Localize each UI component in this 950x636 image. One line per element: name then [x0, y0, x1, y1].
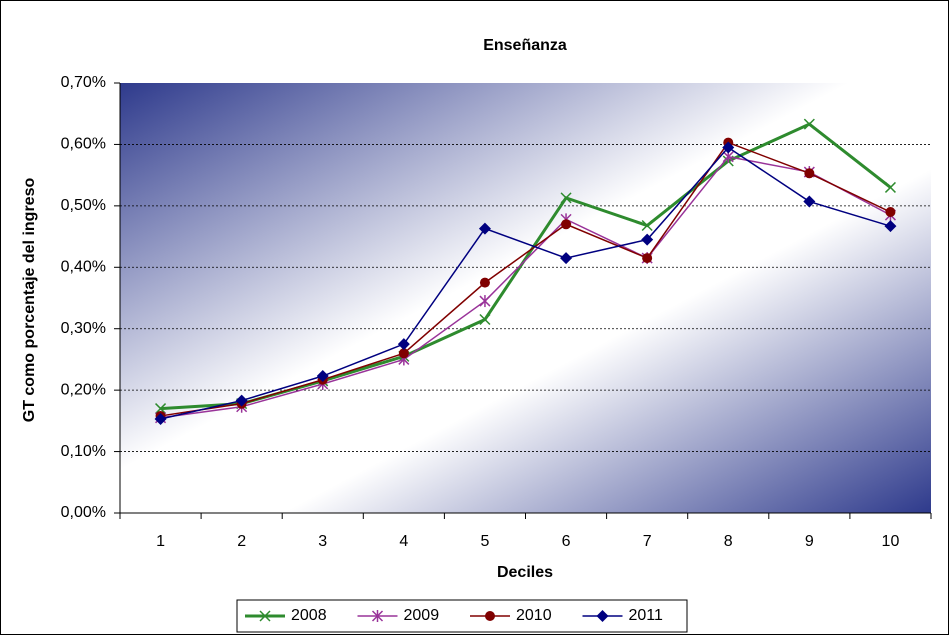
marker	[316, 370, 329, 383]
y-axis-label: GT como porcentaje del ingreso	[21, 178, 38, 423]
marker	[641, 219, 653, 232]
marker	[479, 295, 491, 308]
legend-label: 2009	[404, 607, 440, 624]
marker	[154, 413, 167, 426]
y-tick-label: 0,50%	[61, 197, 106, 214]
plot-area	[120, 83, 931, 513]
y-tick-label: 0,00%	[61, 504, 106, 521]
marker-dot	[885, 207, 896, 217]
marker-dot	[479, 277, 490, 288]
marker	[561, 219, 572, 230]
marker-dot	[398, 348, 409, 359]
marker-dot	[596, 610, 609, 622]
marker	[485, 611, 495, 621]
marker-dot	[478, 222, 491, 235]
y-tick-label: 0,30%	[61, 320, 106, 337]
chart-title: Enseñanza	[483, 37, 567, 54]
x-axis-label: Deciles	[497, 564, 553, 581]
marker-dot	[397, 338, 410, 351]
marker-stroke	[560, 192, 572, 204]
y-tick-label: 0,40%	[61, 259, 106, 276]
marker	[259, 610, 271, 622]
marker	[803, 118, 815, 130]
marker-dot	[884, 220, 897, 233]
x-tick-label: 4	[399, 533, 408, 550]
series-line	[160, 141, 891, 417]
marker-dot	[641, 233, 654, 246]
legend-label: 2011	[629, 607, 664, 624]
marker-stroke	[155, 403, 167, 415]
x-tick-label: 9	[805, 533, 814, 550]
x-tick-label: 2	[237, 533, 246, 550]
y-tick-label: 0,70%	[61, 74, 106, 91]
series-line	[160, 155, 891, 419]
marker-dot	[804, 168, 815, 179]
marker-dot	[316, 370, 329, 383]
x-tick-label: 1	[156, 533, 165, 550]
series-line	[160, 146, 891, 420]
marker	[560, 252, 573, 265]
marker	[596, 610, 609, 622]
marker	[885, 207, 896, 217]
legend-label: 2008	[291, 607, 327, 624]
marker-stroke	[479, 313, 491, 326]
marker	[398, 348, 409, 359]
marker	[560, 192, 572, 204]
marker-stroke	[803, 118, 815, 130]
marker	[235, 394, 248, 407]
marker	[884, 181, 896, 193]
marker	[479, 277, 490, 288]
marker-dot	[235, 394, 248, 407]
x-tick-label: 8	[724, 533, 733, 550]
y-tick-label: 0,60%	[61, 136, 106, 153]
marker	[371, 610, 384, 622]
legend-label: 2010	[516, 607, 552, 624]
marker	[479, 313, 491, 326]
marker	[641, 233, 654, 246]
x-tick-label: 5	[480, 533, 489, 550]
marker	[884, 220, 897, 233]
marker	[804, 168, 815, 179]
x-tick-label: 7	[643, 533, 652, 550]
marker	[722, 141, 735, 154]
y-tick-label: 0,20%	[61, 381, 106, 398]
marker-stroke	[884, 181, 896, 193]
marker-dot	[642, 253, 653, 264]
x-tick-label: 10	[882, 533, 900, 550]
marker-dot	[560, 252, 573, 265]
marker-dot	[561, 219, 572, 230]
marker	[478, 222, 491, 235]
marker-dot	[722, 141, 735, 154]
marker-dot	[154, 413, 167, 426]
marker-stroke	[641, 219, 653, 232]
y-tick-label: 0,10%	[61, 443, 106, 460]
x-tick-label: 6	[562, 533, 571, 550]
x-tick-label: 3	[318, 533, 327, 550]
marker-stroke	[259, 610, 271, 622]
marker-dot	[485, 611, 495, 621]
marker	[155, 403, 167, 415]
marker	[642, 253, 653, 264]
marker-dot	[803, 195, 816, 208]
marker	[803, 195, 816, 208]
marker	[397, 338, 410, 351]
